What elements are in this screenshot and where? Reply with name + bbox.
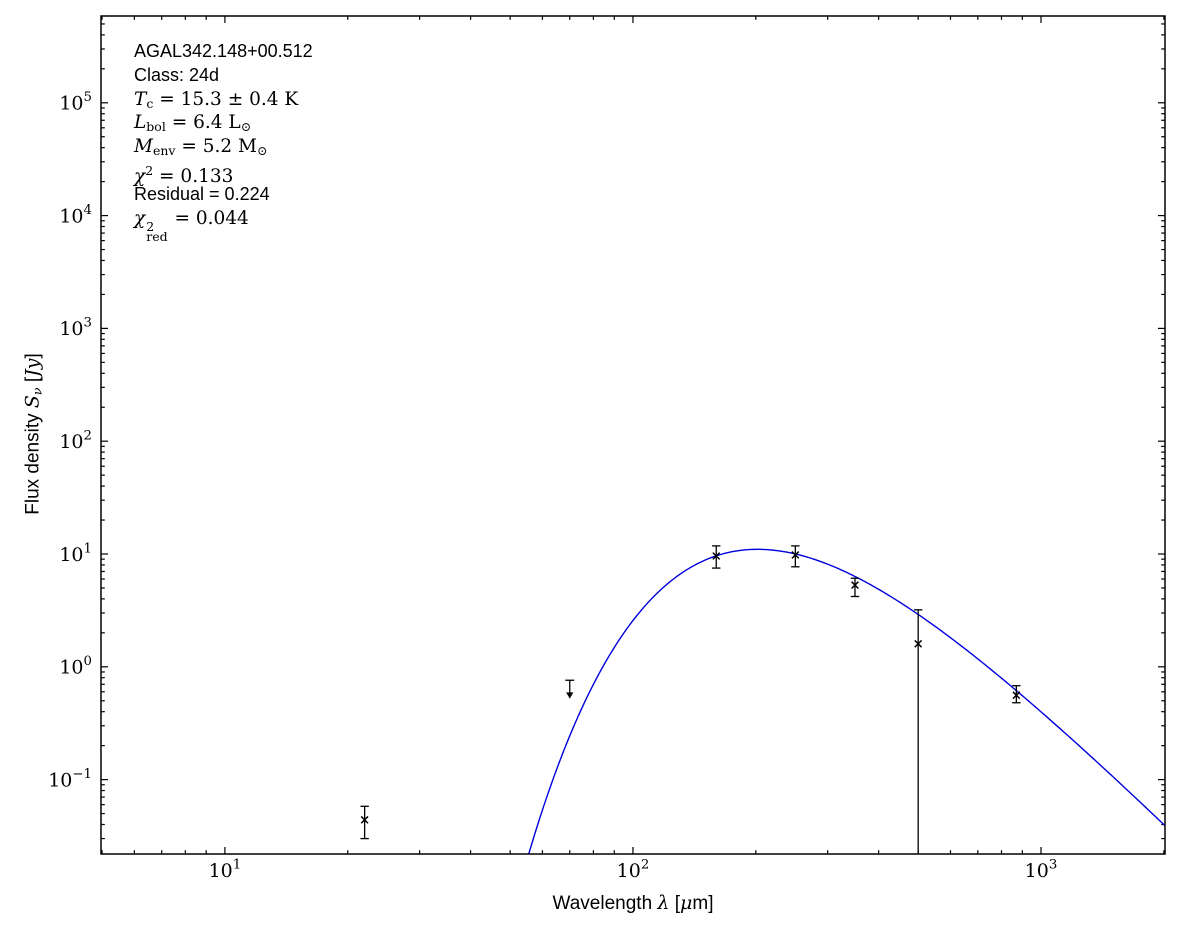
fit-parameters-annotation: AGAL342.148+00.512 Class: 24d Tc = 15.3 ± … <box>134 40 313 245</box>
sup-sub-stack: 2 red <box>146 218 168 245</box>
tick-labels: 101 102 103 10−1 100 101 102 103 104 105 <box>48 90 1057 882</box>
annotation-line: Menv = 5.2 M⊙ <box>134 136 268 159</box>
tick-label: 105 <box>59 90 92 115</box>
x-marker <box>360 815 369 824</box>
tick-label: 102 <box>617 858 650 883</box>
down-arrow-icon <box>566 692 574 699</box>
x-marker <box>851 581 859 590</box>
data-points <box>360 545 1021 854</box>
tick-label: 103 <box>1025 858 1058 883</box>
tick-label: 103 <box>59 316 92 341</box>
annotation-line: Tc = 15.3 ± 0.4 K <box>134 88 299 111</box>
tick-label: 101 <box>59 541 92 566</box>
annotation-line: Lbol = 6.4 L⊙ <box>134 112 252 135</box>
x-axis-label: Wavelength λ [μm] <box>552 892 714 914</box>
tick-label: 10−1 <box>48 767 92 792</box>
y-axis-label: Flux density Sν [Jy] <box>21 353 45 515</box>
annotation-line: χ 2 red = 0.044 <box>134 207 249 245</box>
annotation-line: Class: 24d <box>134 64 220 85</box>
model-curve <box>527 548 1165 854</box>
annotation-line: AGAL342.148+00.512 <box>134 41 313 61</box>
tick-label: 100 <box>59 654 92 679</box>
x-marker <box>1012 691 1021 700</box>
tick-label: 101 <box>209 858 242 883</box>
x-marker <box>791 551 800 559</box>
plot-border <box>100 15 1166 855</box>
tick-label: 104 <box>59 203 92 228</box>
tick-label: 102 <box>59 428 92 453</box>
annotation-line: χ2 = 0.133 <box>134 162 234 187</box>
x-marker <box>914 639 923 648</box>
annotation-line: Residual = 0.224 <box>134 183 270 204</box>
x-marker <box>712 552 721 560</box>
